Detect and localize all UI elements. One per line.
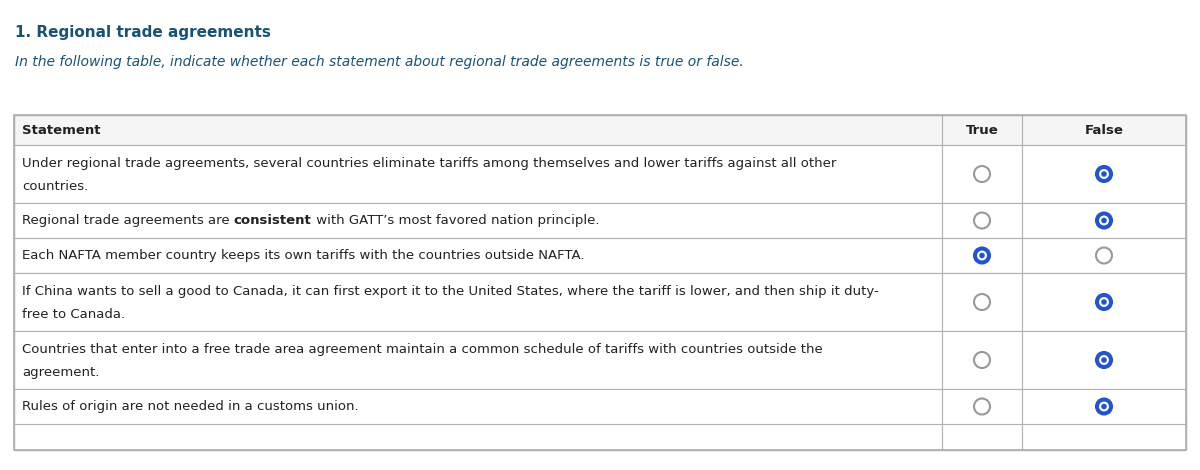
Circle shape: [974, 166, 990, 182]
Text: with GATT’s most favored nation principle.: with GATT’s most favored nation principl…: [312, 214, 599, 227]
Text: free to Canada.: free to Canada.: [22, 308, 125, 321]
Text: 1. Regional trade agreements: 1. Regional trade agreements: [14, 25, 271, 40]
Circle shape: [974, 352, 990, 368]
Bar: [14, 273, 1186, 331]
Text: Statement: Statement: [22, 124, 101, 136]
Circle shape: [1096, 294, 1112, 310]
Circle shape: [979, 253, 985, 258]
Circle shape: [1102, 404, 1106, 409]
Bar: [14, 389, 1186, 424]
Circle shape: [1099, 355, 1109, 365]
Bar: [14, 115, 1186, 450]
Bar: [14, 115, 1186, 145]
Bar: [14, 238, 1186, 273]
Bar: [14, 203, 1186, 238]
Circle shape: [1102, 171, 1106, 177]
Text: consistent: consistent: [234, 214, 312, 227]
Bar: [14, 145, 1186, 203]
Text: False: False: [1085, 124, 1123, 136]
Text: True: True: [966, 124, 998, 136]
Circle shape: [1099, 169, 1109, 179]
Text: Countries that enter into a free trade area agreement maintain a common schedule: Countries that enter into a free trade a…: [22, 343, 823, 356]
Bar: [14, 331, 1186, 389]
Text: In the following table, indicate whether each statement about regional trade agr: In the following table, indicate whether…: [14, 55, 744, 69]
Circle shape: [1099, 401, 1109, 411]
Text: If China wants to sell a good to Canada, it can first export it to the United St: If China wants to sell a good to Canada,…: [22, 285, 878, 298]
Bar: [14, 115, 1186, 450]
Text: countries.: countries.: [22, 180, 89, 193]
Text: agreement.: agreement.: [22, 366, 100, 379]
Text: Regional trade agreements are: Regional trade agreements are: [22, 214, 234, 227]
Circle shape: [1096, 248, 1112, 264]
Circle shape: [1096, 166, 1112, 182]
Circle shape: [1099, 216, 1109, 226]
Text: Rules of origin are not needed in a customs union.: Rules of origin are not needed in a cust…: [22, 400, 359, 413]
Text: Under regional trade agreements, several countries eliminate tariffs among thems: Under regional trade agreements, several…: [22, 157, 836, 170]
Circle shape: [977, 251, 986, 260]
Circle shape: [1102, 299, 1106, 305]
Circle shape: [1099, 297, 1109, 307]
Circle shape: [974, 399, 990, 415]
Circle shape: [974, 212, 990, 228]
Circle shape: [1102, 357, 1106, 363]
Circle shape: [1096, 399, 1112, 415]
Circle shape: [1102, 218, 1106, 223]
Text: Each NAFTA member country keeps its own tariffs with the countries outside NAFTA: Each NAFTA member country keeps its own …: [22, 249, 584, 262]
Circle shape: [974, 248, 990, 264]
Circle shape: [1096, 212, 1112, 228]
Circle shape: [1096, 352, 1112, 368]
Circle shape: [974, 294, 990, 310]
